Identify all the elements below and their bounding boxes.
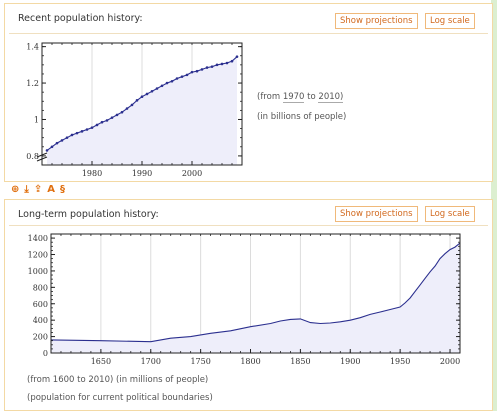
share-icon[interactable]: ⇪ [33, 183, 43, 195]
units-note: (in billions of people) [257, 112, 347, 122]
data-point [220, 62, 224, 66]
data-point [145, 92, 149, 96]
y-tick-label: 200 [33, 333, 48, 342]
x-tick-label: 1700 [141, 357, 161, 366]
area-fill [51, 243, 460, 353]
data-point [50, 145, 54, 149]
data-point [75, 131, 79, 135]
axis-break-mark [36, 152, 48, 158]
data-point [155, 87, 159, 90]
data-point [150, 89, 154, 93]
longterm-population-chart: 1650 1700 1750 1800 1850 1900 1950 2000 0 200 400 6… [28, 233, 461, 366]
x-tick-label: 1850 [290, 357, 310, 366]
y-tick-label: 800 [33, 283, 48, 292]
x-tick-label: 1980 [82, 169, 102, 178]
data-point [125, 107, 129, 110]
result-toolbar: ⊕ ⤓ ⇪ A § [11, 182, 65, 196]
data-point [225, 61, 229, 65]
y-tick-label: 1 [34, 115, 39, 124]
zoom-icon[interactable]: ⊕ [11, 183, 20, 195]
panel-title: Recent population history: [18, 13, 143, 24]
plot-frame [50, 233, 461, 354]
y-tick-label: 1200 [28, 251, 48, 260]
note-to: to [307, 92, 316, 102]
data-point [55, 141, 59, 145]
data-point [45, 149, 49, 152]
data-point [120, 110, 124, 114]
log-scale-button[interactable]: Log scale [425, 13, 475, 29]
end-year-link[interactable]: 2010) [318, 92, 344, 103]
font-icon[interactable]: A [47, 183, 55, 195]
data-point [180, 75, 184, 78]
area-fill [47, 56, 237, 166]
data-point [135, 99, 139, 102]
source-icon[interactable]: § [59, 183, 65, 195]
longterm-population-panel: Long-term population history: Show proje… [4, 199, 493, 411]
data-point [205, 66, 209, 69]
data-point [160, 84, 164, 88]
data-point [215, 63, 219, 67]
data-point [80, 130, 84, 133]
y-tick-label: 600 [33, 300, 48, 309]
data-point [230, 59, 234, 63]
data-point [190, 70, 194, 74]
y-tick-label: 1.4 [26, 43, 39, 52]
panel-title: Long-term population history: [18, 209, 159, 220]
start-year-link[interactable]: 1970 [282, 92, 305, 103]
series-line [50, 242, 461, 343]
data-point [185, 73, 189, 77]
y-tick-label: 1.2 [26, 79, 39, 88]
data-point [170, 79, 174, 83]
data-point [65, 136, 69, 139]
data-point [60, 139, 64, 142]
data-point [130, 103, 134, 107]
data-point [115, 113, 119, 117]
y-tick-label: 0 [43, 349, 48, 358]
note-from: (from [257, 92, 281, 102]
range-note: (from 1600 to 2010) (in millions of peop… [27, 375, 209, 385]
recent-population-chart: 1980 1990 2000 0.8 1 1.2 1.4 [26, 42, 243, 178]
x-tick-label: 1990 [132, 169, 152, 178]
download-icon[interactable]: ⤓ [24, 183, 29, 195]
data-point [165, 81, 169, 85]
y-tick-label: 0.8 [26, 152, 39, 161]
x-tick-label: 1650 [91, 357, 111, 366]
data-point [175, 77, 179, 80]
y-tick-label: 1000 [28, 267, 48, 276]
data-point [210, 65, 214, 68]
data-point [100, 120, 104, 124]
x-tick-label: 1900 [340, 357, 360, 366]
date-range-note: (from 1970 to 2010) [257, 92, 344, 103]
recent-population-panel: Recent population history: Show projecti… [4, 3, 493, 182]
data-point [200, 68, 204, 71]
show-projections-button[interactable]: Show projections [335, 206, 418, 222]
y-tick-label: 1400 [28, 234, 48, 243]
x-tick-label: 1950 [390, 357, 410, 366]
x-tick-label: 2000 [440, 357, 460, 366]
divider [9, 33, 488, 34]
data-point [85, 128, 89, 131]
divider [9, 225, 488, 226]
data-point [195, 69, 199, 73]
data-point [110, 116, 114, 119]
data-point [235, 55, 239, 58]
window-side-border [491, 0, 497, 411]
x-tick-label: 1750 [190, 357, 210, 366]
x-tick-label: 1800 [240, 357, 260, 366]
boundaries-note: (population for current political bounda… [27, 393, 213, 403]
axis-break-mark [36, 156, 48, 162]
y-tick-label: 400 [33, 316, 48, 325]
data-point [95, 123, 99, 127]
data-point [70, 133, 74, 137]
x-tick-label: 2000 [182, 169, 202, 178]
data-point [90, 126, 94, 129]
data-point [140, 95, 144, 99]
data-point [105, 119, 109, 122]
log-scale-button[interactable]: Log scale [425, 206, 475, 222]
show-projections-button[interactable]: Show projections [335, 13, 418, 29]
